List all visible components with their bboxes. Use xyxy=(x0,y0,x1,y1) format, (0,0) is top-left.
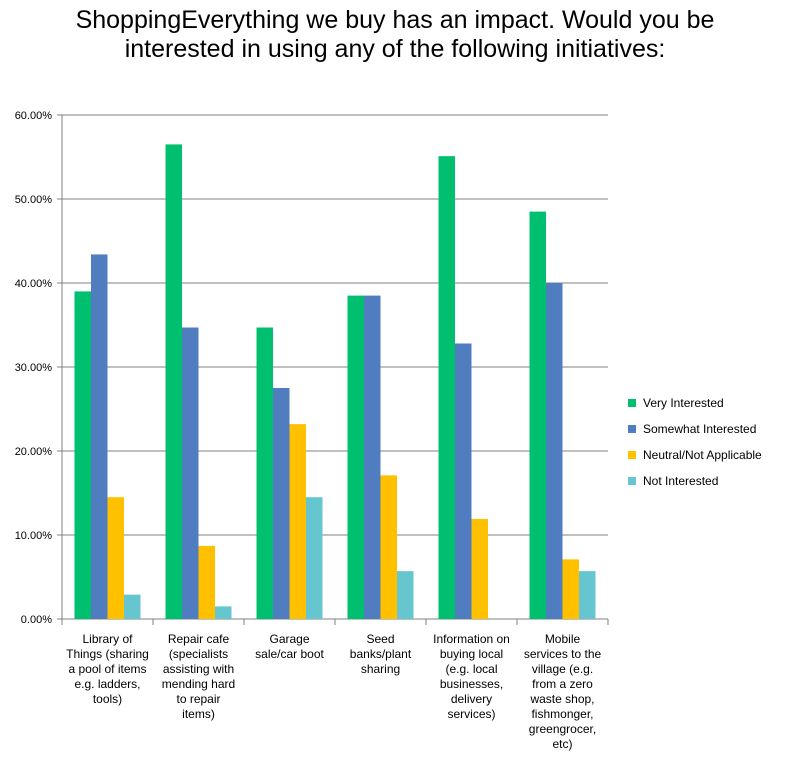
bar-very-interested xyxy=(529,211,546,619)
bar-not-interested xyxy=(397,571,414,619)
bar-not-interested xyxy=(579,571,596,619)
bar-very-interested xyxy=(74,291,91,619)
legend-swatch xyxy=(628,399,636,407)
bar-somewhat-interested xyxy=(546,283,563,619)
y-tick-label: 40.00% xyxy=(15,278,53,290)
x-category-label: Mobile services to the village (e.g. from a… xyxy=(524,632,602,751)
bar-very-interested xyxy=(347,295,364,619)
y-tick-label: 50.00% xyxy=(15,194,53,206)
bar-not-interested xyxy=(215,606,232,619)
x-category-label: Library of Things (sharing a pool of items… xyxy=(66,632,149,706)
x-category-label: Repair cafe (specialists assisting with men… xyxy=(162,632,235,721)
bar-very-interested xyxy=(256,327,273,619)
x-category-label: Garage sale/car boot xyxy=(255,632,324,661)
legend-label: Neutral/Not Applicable xyxy=(643,448,762,462)
y-tick-label: 60.00% xyxy=(15,110,53,122)
legend-item: Neutral/Not Applicable xyxy=(628,442,762,468)
legend: Very Interested Somewhat Interested Neutra… xyxy=(628,390,762,494)
bar-somewhat-interested xyxy=(182,327,199,619)
bar-somewhat-interested xyxy=(364,295,381,619)
legend-item: Not Interested xyxy=(628,468,762,494)
y-tick-label: 0.00% xyxy=(21,614,52,626)
bar-neutral-not-applicable xyxy=(562,559,579,619)
legend-item: Somewhat Interested xyxy=(628,416,762,442)
legend-label: Not Interested xyxy=(643,474,719,488)
bar-neutral-not-applicable xyxy=(107,497,124,619)
bar-somewhat-interested xyxy=(455,343,472,619)
x-category-label: Information on buying local (e.g. local bus… xyxy=(433,632,510,721)
bar-neutral-not-applicable xyxy=(289,424,306,619)
bar-not-interested xyxy=(124,594,141,619)
bar-neutral-not-applicable xyxy=(471,519,488,619)
bar-somewhat-interested xyxy=(273,388,290,619)
legend-item: Very Interested xyxy=(628,390,762,416)
legend-swatch xyxy=(628,425,636,433)
x-category-label: Seed banks/plant sharing xyxy=(350,632,412,676)
y-tick-label: 10.00% xyxy=(15,530,53,542)
legend-swatch xyxy=(628,477,636,485)
bar-neutral-not-applicable xyxy=(198,545,215,619)
bar-somewhat-interested xyxy=(91,254,108,619)
bar-very-interested xyxy=(165,144,182,619)
chart-title: ShoppingEverything we buy has an impact.… xyxy=(75,6,715,63)
legend-swatch xyxy=(628,451,636,459)
y-tick-label: 30.00% xyxy=(15,362,53,374)
bar-neutral-not-applicable xyxy=(380,475,397,619)
legend-label: Somewhat Interested xyxy=(643,422,757,436)
bar-very-interested xyxy=(438,156,455,619)
legend-label: Very Interested xyxy=(643,396,724,410)
bar-not-interested xyxy=(306,497,323,619)
y-tick-label: 20.00% xyxy=(15,446,53,458)
